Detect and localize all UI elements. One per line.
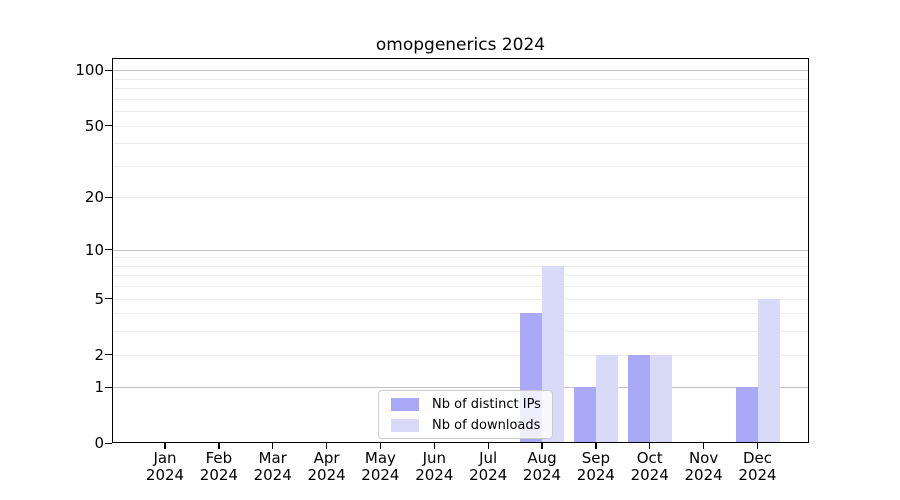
y-tick-label: 1 — [94, 378, 104, 397]
y-tick-mark — [105, 69, 112, 71]
plot-area — [112, 58, 809, 444]
y-tick-label: 5 — [94, 289, 104, 308]
x-tick-label: Apr 2024 — [307, 449, 346, 484]
x-tick-label: Nov 2024 — [684, 449, 723, 484]
minor-gridline — [112, 354, 809, 356]
bar-downloads-oct — [649, 354, 672, 444]
bar-distinct-ips-dec — [735, 387, 758, 444]
major-gridline — [112, 387, 809, 389]
x-tick-mark — [325, 443, 328, 449]
x-tick-mark — [756, 443, 759, 449]
minor-gridline — [112, 111, 809, 113]
major-gridline — [112, 249, 809, 251]
bar-downloads-dec — [757, 298, 780, 444]
y-tick-label: 20 — [84, 188, 104, 207]
x-tick-label: Dec 2024 — [738, 449, 777, 484]
x-tick-mark — [541, 443, 543, 449]
x-tick-mark — [272, 443, 274, 449]
x-tick-mark — [379, 443, 382, 449]
x-tick-label: Jun 2024 — [415, 449, 454, 484]
minor-gridline — [112, 143, 809, 145]
minor-gridline — [112, 98, 809, 100]
bar-distinct-ips-oct — [627, 354, 650, 444]
legend-swatch-distinct-ips — [391, 397, 419, 411]
y-tick-mark — [105, 386, 112, 388]
major-gridline — [112, 70, 809, 72]
minor-gridline — [112, 275, 809, 277]
x-tick-label: Jul 2024 — [469, 449, 508, 484]
minor-gridline — [112, 298, 809, 300]
x-tick-mark — [595, 443, 597, 449]
x-tick-mark — [702, 443, 705, 449]
minor-gridline — [112, 257, 809, 259]
x-tick-mark — [649, 443, 651, 449]
y-tick-label: 2 — [94, 345, 104, 364]
y-tick-label: 10 — [84, 240, 104, 259]
bar-downloads-sep — [595, 354, 618, 444]
y-tick-label: 100 — [75, 61, 104, 80]
x-tick-mark — [487, 443, 489, 449]
minor-gridline — [112, 286, 809, 287]
y-tick-mark — [105, 442, 112, 444]
x-tick-label: May 2024 — [361, 449, 400, 484]
legend: Nb of distinct IPs Nb of downloads — [378, 390, 553, 439]
y-tick-mark — [105, 353, 112, 356]
y-tick-label: 0 — [94, 434, 104, 453]
x-tick-mark — [164, 443, 166, 449]
y-tick-mark — [105, 297, 112, 300]
x-tick-mark — [218, 443, 220, 449]
y-tick-label: 50 — [84, 116, 104, 135]
x-tick-label: Sep 2024 — [576, 449, 615, 484]
x-tick-mark — [433, 443, 435, 449]
minor-gridline — [112, 331, 809, 333]
x-tick-label: Oct 2024 — [630, 449, 669, 484]
legend-entry-downloads: Nb of downloads — [385, 418, 546, 433]
x-tick-label: Feb 2024 — [199, 449, 238, 484]
chart-title: omopgenerics 2024 — [375, 35, 546, 55]
minor-gridline — [112, 78, 809, 80]
legend-label-distinct-ips: Nb of distinct IPs — [432, 396, 541, 412]
legend-entry-distinct-ips: Nb of distinct IPs — [385, 397, 546, 412]
y-tick-mark — [105, 196, 112, 198]
minor-gridline — [112, 313, 809, 315]
y-tick-mark — [105, 124, 112, 127]
x-tick-label: Mar 2024 — [253, 449, 292, 484]
legend-swatch-downloads — [391, 418, 419, 432]
minor-gridline — [112, 125, 809, 127]
x-tick-label: Aug 2024 — [522, 449, 562, 484]
y-tick-mark — [105, 248, 112, 251]
minor-gridline — [112, 88, 809, 90]
minor-gridline — [112, 165, 809, 167]
minor-gridline — [112, 197, 809, 199]
legend-label-downloads: Nb of downloads — [432, 417, 541, 433]
x-tick-label: Jan 2024 — [145, 449, 185, 484]
minor-gridline — [112, 265, 809, 267]
bar-distinct-ips-sep — [573, 387, 596, 444]
